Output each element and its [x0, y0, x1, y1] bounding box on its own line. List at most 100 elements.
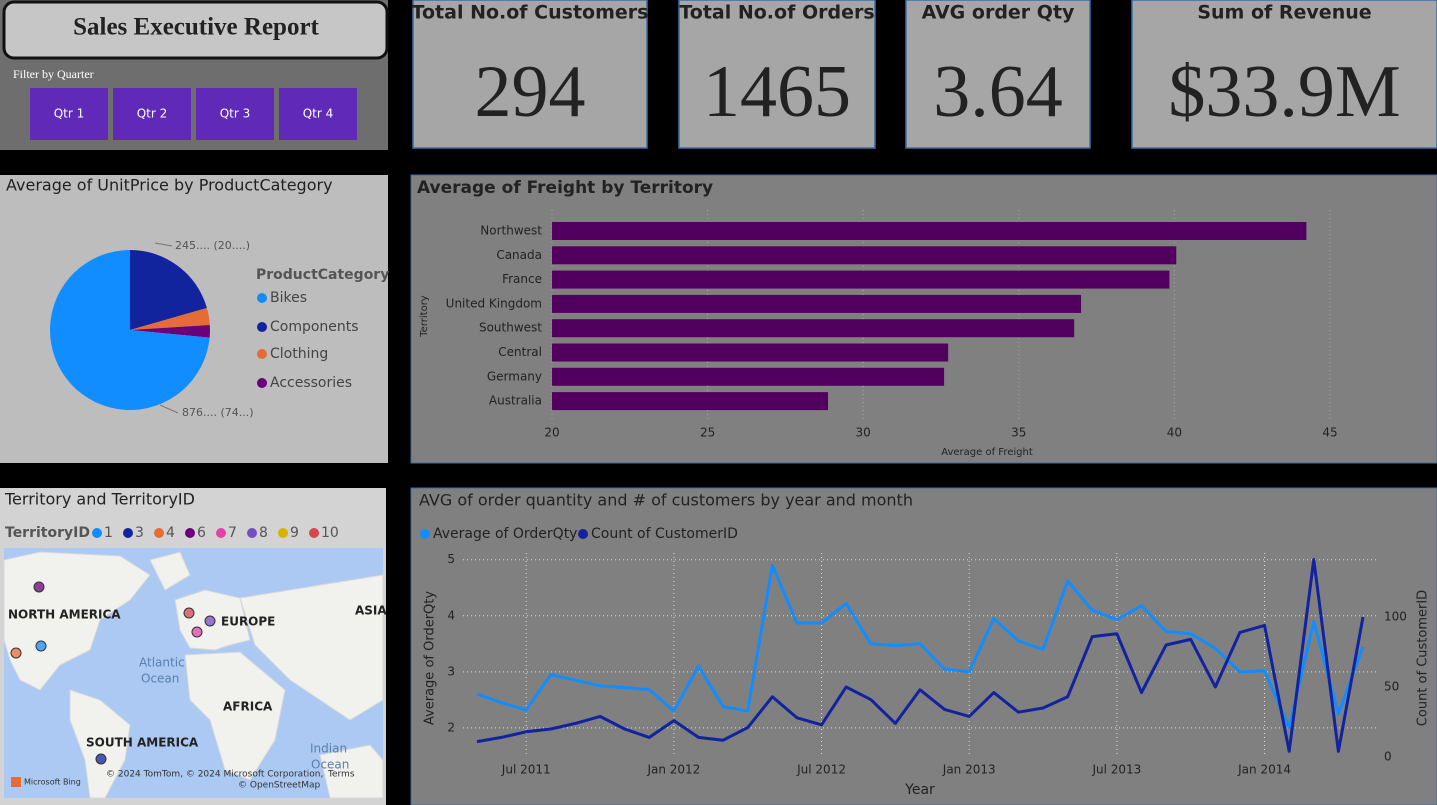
x-tick-label: Jul 2011	[501, 763, 551, 777]
map-marker	[33, 581, 45, 593]
legend-swatch	[309, 528, 319, 538]
x-tick-label: Jul 2013	[1091, 763, 1141, 777]
legend-swatch	[154, 528, 164, 538]
map-title: Territory and TerritoryID	[4, 490, 195, 509]
legend-swatch	[278, 528, 288, 538]
kpi-card	[905, 0, 1091, 149]
y-axis-title: Territory	[419, 295, 430, 338]
legend-swatch	[216, 528, 226, 538]
x-tick-label: 45	[1322, 426, 1337, 440]
x-axis-title: Year	[904, 782, 935, 798]
series-line	[476, 563, 1365, 730]
quarter-button[interactable]	[196, 88, 274, 140]
y-tick-label: 3	[447, 664, 455, 678]
legend-label: Clothing	[270, 346, 328, 362]
legend-swatch	[92, 528, 102, 538]
legend-title: TerritoryID	[5, 525, 90, 541]
y2-tick-label: 0	[1384, 750, 1392, 764]
kpi-card	[1131, 0, 1437, 149]
quarter-button-label[interactable]: Qtr 4	[303, 107, 334, 121]
y2-tick-label: 50	[1384, 679, 1399, 693]
bar	[552, 343, 949, 362]
map-marker	[191, 626, 203, 638]
legend-title: ProductCategory	[256, 267, 389, 283]
bar	[552, 222, 1307, 240]
legend-label: 1	[104, 525, 113, 541]
bar	[552, 319, 1075, 338]
bar	[552, 392, 829, 411]
map-attribution: © 2024 TomTom, © 2024 Microsoft Corporat…	[106, 770, 323, 780]
y2-tick-label: 100	[1384, 609, 1407, 623]
legend-swatch	[257, 322, 267, 332]
y-tick-label: Australia	[489, 394, 542, 408]
legend-swatch	[420, 529, 430, 539]
map-marker	[95, 753, 107, 765]
map-marker	[183, 607, 195, 619]
quarter-button[interactable]	[30, 88, 108, 140]
quarter-button-label[interactable]: Qtr 1	[54, 107, 85, 121]
legend-label: Count of CustomerID	[591, 526, 738, 542]
x-tick-label: Jan 2012	[646, 763, 700, 777]
filter-label: Filter by Quarter	[13, 67, 94, 81]
pie-slice	[130, 250, 207, 330]
x-tick-label: 40	[1167, 426, 1182, 440]
chart-title: AVG of order quantity and # of customers…	[419, 491, 913, 510]
kpi-value: 3.64	[933, 51, 1063, 133]
legend-label: 3	[135, 525, 144, 541]
leader-line	[159, 404, 179, 414]
legend-swatch	[257, 378, 267, 388]
chart-title: Average of Freight by Territory	[417, 178, 713, 198]
y-tick-label: Southwest	[479, 321, 542, 335]
quarter-button-label[interactable]: Qtr 3	[220, 107, 251, 121]
y-tick-label: 4	[447, 608, 455, 622]
legend-swatch	[123, 528, 133, 538]
quarter-button[interactable]	[113, 88, 191, 140]
y-axis-title: Average of OrderQty	[423, 591, 438, 725]
map-place-label: ASIA	[355, 604, 387, 618]
bar-panel	[410, 174, 1437, 464]
data-label: 245.... (20....)	[175, 239, 250, 252]
x-axis-title: Average of Freight	[941, 447, 1033, 458]
bar	[552, 270, 1170, 289]
x-tick-label: Jan 2014	[1237, 763, 1291, 777]
x-tick-label: 30	[856, 426, 871, 440]
kpi-value: $33.9M	[1168, 51, 1400, 133]
map-marker	[204, 615, 216, 627]
kpi-label: Total No.of Customers	[412, 2, 649, 24]
kpi-value: 294	[475, 51, 586, 133]
bar	[552, 294, 1082, 313]
legend-label: 7	[228, 525, 237, 541]
legend-swatch	[578, 529, 588, 539]
legend-swatch	[185, 528, 195, 538]
legend-swatch	[247, 528, 257, 538]
legend-label: 4	[166, 525, 175, 541]
x-tick-label: Jul 2012	[796, 763, 846, 777]
series-line	[476, 558, 1365, 753]
map-place-label: AFRICA	[223, 700, 273, 714]
x-tick-label: Jan 2013	[942, 763, 996, 777]
y-tick-label: Central	[498, 345, 542, 359]
map-place-label: Ocean	[141, 672, 179, 686]
report-title: Sales Executive Report	[73, 14, 319, 41]
legend-swatch	[257, 293, 267, 303]
quarter-button-label[interactable]: Qtr 2	[137, 107, 168, 121]
legend-label: Accessories	[270, 375, 352, 391]
map-place-label: EUROPE	[221, 615, 275, 629]
y-tick-label: Northwest	[480, 224, 542, 238]
map-marker	[35, 640, 47, 652]
y-tick-label: Germany	[487, 369, 542, 383]
quarter-button[interactable]	[279, 88, 357, 140]
title-box	[2, 0, 389, 60]
map-attribution: Microsoft Bing	[24, 778, 81, 787]
kpi-card	[678, 0, 876, 149]
map-place-label: Atlantic	[139, 656, 185, 670]
pie-slice	[50, 250, 210, 410]
x-tick-label: 35	[1011, 426, 1026, 440]
map-marker	[10, 647, 22, 659]
legend-label: Bikes	[270, 290, 307, 306]
y-tick-label: United Kingdom	[446, 296, 542, 310]
kpi-label: AVG order Qty	[922, 2, 1075, 24]
bar	[552, 367, 945, 386]
chart-title: Average of UnitPrice by ProductCategory	[6, 176, 333, 195]
